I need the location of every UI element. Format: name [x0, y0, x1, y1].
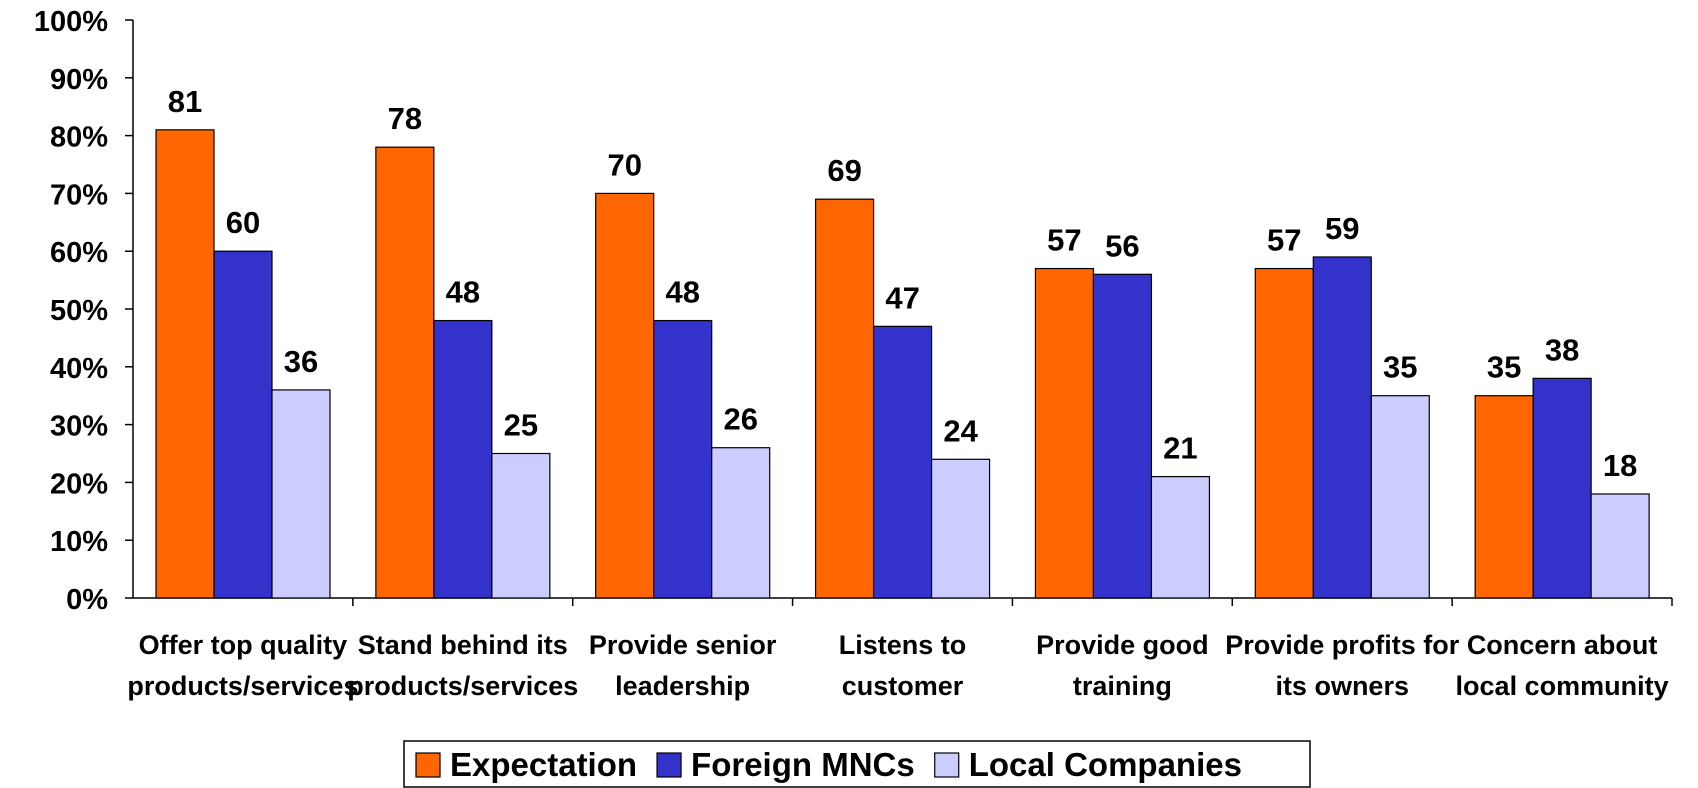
- bar: [1312, 256, 1372, 599]
- y-tick-label: 30%: [50, 411, 108, 443]
- data-label: 47: [885, 280, 919, 315]
- data-labels: 81 60 36 78 48 25 70 48 26 69 47 24 57 56 21 57 59 35 35 38…: [168, 84, 1638, 483]
- legend-label: Local Companies: [969, 746, 1242, 783]
- bar: [271, 389, 331, 599]
- bar: [1150, 476, 1211, 599]
- bar: [930, 458, 991, 599]
- bar: [1532, 377, 1592, 599]
- y-tick-label: 10%: [50, 526, 108, 558]
- y-tick-label: 0%: [66, 584, 108, 616]
- category-label: customer: [842, 671, 964, 701]
- data-label: 21: [1163, 431, 1197, 466]
- data-label: 81: [168, 84, 202, 119]
- data-label: 25: [504, 408, 538, 443]
- data-label: 36: [284, 344, 318, 379]
- bar: [872, 325, 933, 599]
- data-label: 26: [723, 402, 757, 437]
- legend-swatch: [656, 752, 682, 778]
- category-label: Concern about: [1467, 630, 1658, 660]
- data-label: 57: [1267, 223, 1301, 258]
- legend-label: Foreign MNCs: [691, 746, 915, 783]
- y-axis: 0% 10% 20% 30% 40% 50% 60% 70% 80% 90% 100%: [34, 6, 134, 616]
- legend-swatch: [934, 752, 960, 778]
- category-label: Provide good: [1036, 630, 1209, 660]
- x-axis: [133, 597, 1673, 606]
- data-label: 35: [1383, 350, 1417, 385]
- data-label: 70: [607, 147, 641, 182]
- legend-swatch: [415, 752, 441, 778]
- y-tick-label: 60%: [50, 237, 108, 269]
- y-tick-label: 80%: [50, 122, 108, 154]
- category-label: local community: [1456, 671, 1669, 701]
- category-label: products/services: [127, 671, 358, 701]
- category-label: Listens to: [839, 630, 967, 660]
- category-label: Provide profits for: [1225, 630, 1460, 660]
- category-label: its owners: [1275, 671, 1409, 701]
- bar: [155, 129, 215, 599]
- bars: [155, 129, 1650, 599]
- bar: [1370, 395, 1430, 599]
- category-label: training: [1073, 671, 1172, 701]
- bar: [595, 192, 655, 599]
- y-tick-label: 70%: [50, 179, 108, 211]
- category-label: products/services: [347, 671, 578, 701]
- y-tick-label: 20%: [50, 468, 108, 500]
- data-label: 48: [446, 275, 480, 310]
- category-label: Offer top quality: [139, 630, 348, 660]
- data-label: 56: [1105, 228, 1139, 263]
- bar: [491, 452, 551, 599]
- bar: [711, 447, 771, 599]
- data-label: 48: [665, 275, 699, 310]
- y-tick-label: 90%: [50, 64, 108, 96]
- data-label: 59: [1325, 211, 1359, 246]
- data-label: 18: [1603, 448, 1637, 483]
- bar: [1034, 267, 1095, 599]
- data-label: 60: [226, 205, 260, 240]
- category-labels: Offer top qualityproducts/servicesStand …: [127, 630, 1668, 701]
- bar: [433, 319, 493, 599]
- y-tick-label: 40%: [50, 353, 108, 385]
- bar: [1092, 273, 1153, 599]
- data-label: 35: [1487, 350, 1521, 385]
- data-label: 24: [943, 413, 978, 448]
- bar: [213, 250, 273, 599]
- bar: [1590, 493, 1650, 599]
- legend-box: [403, 740, 1311, 788]
- legend-label: Expectation: [450, 746, 637, 783]
- bar: [1474, 395, 1534, 599]
- legend: Expectation Foreign MNCs Local Companies: [403, 740, 1311, 788]
- category-label: Provide senior: [589, 630, 777, 660]
- category-label: Stand behind its: [358, 630, 568, 660]
- category-label: leadership: [615, 671, 750, 701]
- bar: [653, 319, 713, 599]
- bar: [375, 146, 435, 599]
- y-tick-label: 50%: [50, 295, 108, 327]
- data-label: 78: [388, 101, 422, 136]
- bar: [1254, 267, 1314, 599]
- data-label: 38: [1545, 332, 1579, 367]
- bar: [814, 198, 875, 599]
- data-label: 69: [827, 153, 861, 188]
- y-tick-label: 100%: [34, 6, 108, 38]
- data-label: 57: [1047, 223, 1081, 258]
